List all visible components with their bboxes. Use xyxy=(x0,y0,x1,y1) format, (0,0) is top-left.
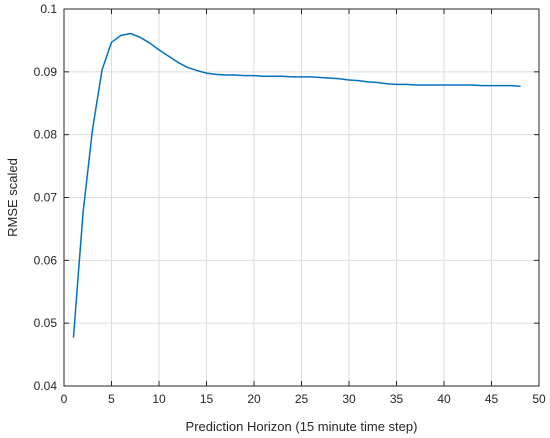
x-tick-label: 40 xyxy=(437,392,451,406)
series-layer xyxy=(72,32,521,338)
y-tick-label: 0.08 xyxy=(34,128,58,142)
x-tick-label: 45 xyxy=(485,392,499,406)
y-tick-label: 0.04 xyxy=(34,379,58,393)
x-tick-label: 15 xyxy=(200,392,214,406)
y-axis-label: RMSE scaled xyxy=(5,158,20,237)
x-axis-label: Prediction Horizon (15 minute time step) xyxy=(186,419,418,434)
x-tick-label: 20 xyxy=(247,392,261,406)
y-tick-label: 0.07 xyxy=(34,191,58,205)
x-tick-label: 0 xyxy=(61,392,68,406)
y-tick-label: 0.09 xyxy=(34,65,58,79)
ticks: 0 5 10 15 20 25 30 35 40 45 50 0.04 0.05 0.06 0.07 0.08… xyxy=(34,2,546,406)
grid xyxy=(63,8,540,387)
y-tick-label: 0.1 xyxy=(40,2,57,16)
y-tick-label: 0.05 xyxy=(34,316,58,330)
x-tick-label: 5 xyxy=(108,392,115,406)
x-tick-label: 35 xyxy=(390,392,404,406)
x-tick-label: 50 xyxy=(532,392,546,406)
y-tick-label: 0.06 xyxy=(34,253,58,267)
series-line xyxy=(72,32,521,338)
x-tick-label: 30 xyxy=(342,392,356,406)
x-tick-label: 10 xyxy=(152,392,166,406)
x-tick-label: 25 xyxy=(295,392,309,406)
